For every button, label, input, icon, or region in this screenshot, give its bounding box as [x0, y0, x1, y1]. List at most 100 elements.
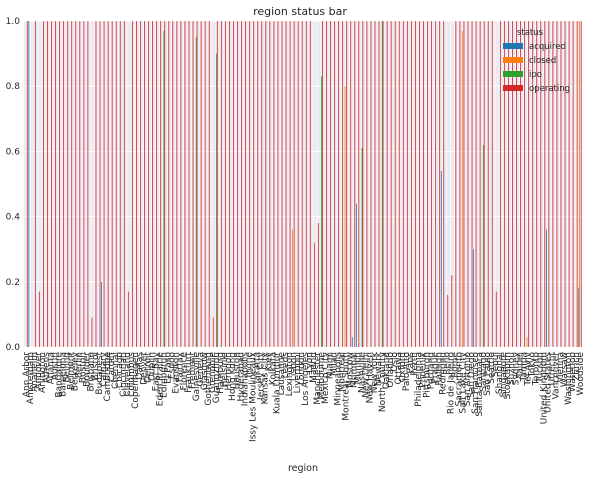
- bar-operating: [499, 21, 501, 347]
- x-tick-label: Arlington: [38, 352, 48, 393]
- bar-acquired: [578, 288, 580, 347]
- x-tick-label: Mumbai: [350, 352, 360, 388]
- x-tick-label: Rome: [451, 352, 461, 378]
- bar-closed: [526, 337, 528, 347]
- bar-operating: [261, 21, 263, 347]
- bar-operating: [180, 21, 182, 347]
- y-tick-label: 0.6: [6, 147, 21, 157]
- bar-operating: [483, 21, 485, 347]
- bar-operating: [317, 223, 319, 347]
- bar-operating: [447, 294, 449, 347]
- x-tick-label: Oxford: [398, 352, 408, 382]
- x-tick-label: Palo Alto: [402, 352, 412, 392]
- bar-operating: [107, 21, 109, 347]
- x-tick-label: Detroit: [143, 352, 153, 384]
- bar-operating: [528, 21, 530, 347]
- bar-operating: [451, 275, 453, 347]
- bar-ipo: [163, 30, 165, 348]
- x-tick-label: Ann Arbor: [22, 352, 32, 398]
- x-tick-label: Madrid: [309, 352, 319, 383]
- bar-operating: [487, 21, 489, 347]
- bar-operating: [322, 21, 323, 347]
- bar-operating: [91, 317, 93, 347]
- bar-acquired: [355, 203, 357, 347]
- bar-operating: [140, 21, 141, 347]
- bar-operating: [467, 21, 469, 347]
- x-tick-label: Phoenix: [418, 351, 428, 387]
- legend-swatch-ipo: [503, 71, 523, 77]
- bar-operating: [423, 21, 424, 347]
- bar-operating: [285, 21, 287, 347]
- x-tick-label: Kiev: [265, 351, 275, 371]
- x-tick-label: Boston: [79, 352, 89, 383]
- bar-operating: [277, 21, 279, 347]
- bar-operating: [75, 21, 77, 347]
- x-tick-label: Salt Lake City: [459, 351, 469, 413]
- x-tick-label: Lisbon: [289, 352, 299, 381]
- bar-ipo: [381, 21, 383, 347]
- x-tick-label: Singapore: [499, 352, 509, 398]
- x-tick-label: Helsinki: [220, 352, 230, 387]
- bar-operating: [212, 317, 214, 347]
- bar-closed: [579, 21, 580, 347]
- bar-operating: [95, 21, 97, 347]
- x-tick-label: United Kingdom: [540, 352, 550, 424]
- x-tick-label: Nashville: [358, 352, 368, 393]
- x-tick-label: Santa Barbara: [475, 352, 485, 417]
- y-tick-label: 0.8: [6, 82, 21, 92]
- legend-label-ipo: ipo: [529, 70, 542, 80]
- bar-operating: [455, 21, 457, 347]
- bar-operating: [338, 21, 339, 347]
- x-tick-label: New Delhi: [362, 352, 372, 398]
- x-tick-label: Grenoble: [208, 352, 218, 393]
- x-tick-label: Suzhou: [507, 352, 517, 385]
- x-tick-label: Hong Kong: [228, 352, 238, 401]
- x-tick-label: Barcelona: [58, 352, 68, 397]
- x-tick-label: Tampa: [519, 352, 529, 383]
- bar-operating: [127, 291, 129, 347]
- bar-operating: [34, 21, 36, 347]
- bar-operating: [354, 21, 356, 347]
- bar-operating: [419, 21, 420, 347]
- bar-operating: [406, 21, 408, 347]
- bar-operating: [241, 21, 242, 347]
- bar-acquired: [473, 249, 475, 347]
- x-tick-label: Miami: [325, 352, 335, 379]
- x-tick-label: Santiago: [479, 352, 489, 392]
- x-tick-label: Minneapolis: [333, 352, 343, 406]
- bar-operating: [334, 21, 335, 347]
- bar-operating: [229, 21, 230, 347]
- bar-acquired: [546, 229, 547, 347]
- x-tick-label: Portland: [426, 352, 436, 389]
- x-tick-label: San Antonio: [463, 352, 473, 407]
- bar-operating: [87, 21, 89, 347]
- x-tick-label: Moscow: [346, 352, 356, 388]
- x-tick-label: Chicago: [115, 352, 125, 389]
- x-tick-label: Tokyo: [527, 352, 537, 379]
- x-tick-label: Melbourne: [317, 352, 327, 400]
- x-tick-label: Cleveland: [123, 352, 133, 397]
- x-tick-label: Budapest: [95, 352, 105, 395]
- bar-operating: [273, 21, 275, 347]
- x-tick-label: Waterloo: [568, 352, 578, 393]
- bar-operating: [111, 21, 113, 347]
- bar-operating: [119, 21, 121, 347]
- bar-operating: [459, 21, 461, 347]
- x-tick-label: El Paso: [164, 352, 174, 384]
- bar-operating: [309, 21, 311, 347]
- bar-operating: [475, 21, 477, 347]
- x-tick-label: Calgary: [99, 351, 109, 386]
- bar-operating: [516, 21, 517, 347]
- x-tick-label: Paris: [406, 352, 416, 374]
- bar-operating: [59, 21, 60, 347]
- x-tick-label: New Haven: [366, 352, 376, 403]
- bar-operating: [43, 21, 44, 347]
- bar-ipo: [216, 53, 217, 347]
- x-axis-ticks: Ann ArborAmsterdamAnaheimAndoverArlingto…: [22, 351, 586, 442]
- bar-operating: [115, 21, 117, 347]
- bar-operating: [204, 21, 206, 347]
- bar-operating: [374, 21, 376, 347]
- bar-operating: [572, 21, 574, 347]
- bar-acquired: [440, 170, 442, 347]
